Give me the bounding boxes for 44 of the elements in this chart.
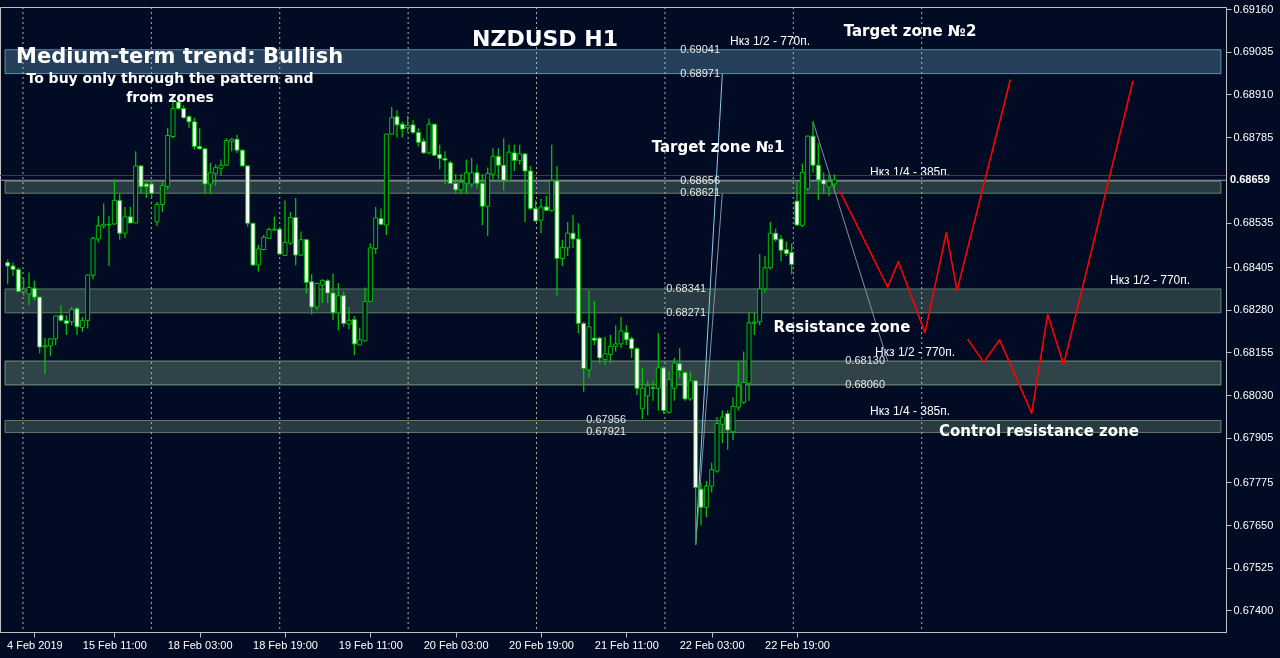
band-label: Нкз 1/4 - 385п. xyxy=(870,404,951,419)
ref-line-label: 0.68659 xyxy=(1230,173,1270,186)
annotation: Target zone №2 xyxy=(843,22,977,40)
y-tick-label: 0.69160 xyxy=(1233,2,1274,15)
x-tick-label: 20 Feb 03:00 xyxy=(423,638,489,651)
annotation: 0.68060 xyxy=(845,377,885,390)
y-tick-label: 0.67775 xyxy=(1233,475,1274,488)
annotation: 0.68656 xyxy=(680,174,720,187)
y-tick-label: 0.68910 xyxy=(1233,87,1274,100)
annotation: Resistance zone xyxy=(773,318,911,336)
y-tick-label: 0.68155 xyxy=(1233,345,1274,358)
x-tick-label: 19 Feb 11:00 xyxy=(338,638,403,651)
annotation: Medium-term trend: Bullish xyxy=(16,44,344,68)
annotation: To buy only through the pattern and from zones xyxy=(26,70,314,105)
annotation: 0.67921 xyxy=(586,425,626,438)
y-tick-label: 0.68405 xyxy=(1233,260,1274,273)
x-tick-label: 18 Feb 03:00 xyxy=(167,638,233,651)
y-tick-label: 0.68785 xyxy=(1233,130,1274,143)
annotation: Control resistance zone xyxy=(939,422,1139,440)
x-tick-label: 22 Feb 19:00 xyxy=(765,638,830,651)
line-series xyxy=(966,80,1134,415)
x-tick-label: 22 Feb 03:00 xyxy=(679,638,745,651)
y-tick-label: 0.67400 xyxy=(1233,603,1274,616)
y-tick-label: 0.67905 xyxy=(1233,431,1274,444)
annotation: 0.68271 xyxy=(666,305,706,318)
y-tick-label: 0.67650 xyxy=(1233,518,1274,531)
y-tick-label: 0.67525 xyxy=(1233,561,1274,574)
x-tick-label: 21 Feb 11:00 xyxy=(594,638,659,651)
y-tick-label: 0.68280 xyxy=(1233,303,1274,316)
x-tick-label: 20 Feb 19:00 xyxy=(509,638,574,651)
text: NZDUSD H1 xyxy=(472,26,618,51)
annotation: 0.68971 xyxy=(680,66,720,79)
annotation: 0.68341 xyxy=(666,281,706,294)
annotation: 0.67956 xyxy=(586,413,626,426)
y-tick-label: 0.69035 xyxy=(1233,45,1274,58)
annotation: 0.69041 xyxy=(680,42,720,55)
annotation: Target zone №1 xyxy=(651,138,785,156)
x-tick-label: 18 Feb 19:00 xyxy=(253,638,318,651)
y-tick-label: 0.68030 xyxy=(1233,388,1274,401)
y-tick-label: 0.68535 xyxy=(1233,216,1274,229)
band-label: Нкз 1/2 - 770п. xyxy=(730,33,811,48)
x-tick-label: 4 Feb 2019 xyxy=(7,638,63,651)
band-label: Нкз 1/2 - 770п. xyxy=(1110,272,1191,287)
x-tick-label: 15 Feb 11:00 xyxy=(82,638,147,651)
